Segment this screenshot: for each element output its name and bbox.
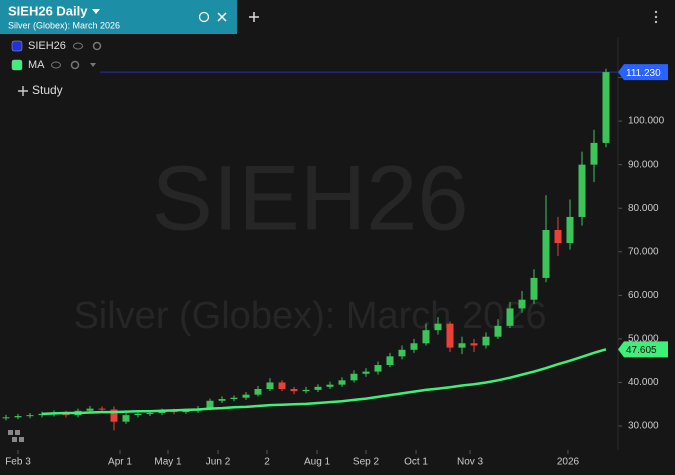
candle-body: [470, 343, 478, 346]
candle-body: [146, 412, 154, 414]
candle-body: [314, 386, 322, 390]
tab-close[interactable]: [217, 12, 227, 22]
candle-body: [14, 416, 22, 418]
x-tick-label: Jun 2: [206, 457, 231, 468]
candle-body: [86, 408, 94, 411]
x-tick-label: 2026: [557, 457, 580, 468]
x-tick-label: Nov 3: [457, 457, 484, 468]
x-tick-label: 2: [264, 457, 270, 468]
tab-dropdown[interactable]: [92, 9, 100, 14]
candle-body: [350, 373, 358, 381]
candle-body: [530, 277, 538, 300]
tab-subtitle: Silver (Globex): March 2026: [8, 20, 120, 30]
candle-body: [458, 343, 466, 348]
legend-dropdown[interactable]: [90, 63, 96, 67]
price-badge: [618, 341, 668, 358]
candle-body: [398, 349, 406, 357]
candle-body: [590, 142, 598, 165]
x-tick-label: Oct 1: [404, 457, 428, 468]
candle-body: [218, 399, 226, 401]
candle-body: [110, 409, 118, 422]
y-tick-label: 90.000: [628, 159, 659, 170]
candle-body: [206, 400, 214, 409]
settings-icon[interactable]: [70, 60, 80, 70]
candle-body: [386, 356, 394, 366]
visibility-toggle[interactable]: [51, 61, 61, 69]
candle-body: [362, 371, 370, 374]
visibility-toggle[interactable]: [73, 42, 83, 50]
new-tab[interactable]: [249, 12, 259, 22]
candle-body: [278, 382, 286, 390]
legend: SIEH26 MA: [11, 40, 102, 71]
logo: [8, 430, 24, 442]
plot: [2, 68, 622, 454]
y-tick-label: 40.000: [628, 377, 659, 388]
study-plus[interactable]: [18, 86, 28, 96]
y-tick-label: 70.000: [628, 246, 659, 257]
price-badge-label: 47.605: [626, 345, 657, 356]
settings-icon[interactable]: [92, 41, 102, 51]
y-tick-label: 100.000: [628, 116, 665, 127]
y-tick-label: 50.000: [628, 334, 659, 345]
price-badge-label: 111.230: [626, 68, 661, 79]
candle-body: [566, 216, 574, 244]
x-tick-label: Apr 1: [108, 457, 132, 468]
candle-body: [494, 325, 502, 337]
x-tick-label: May 1: [154, 457, 182, 468]
legend-label: SIEH26: [28, 40, 66, 52]
candle-body: [434, 323, 442, 331]
legend-swatch: [11, 59, 23, 71]
tab-link-icon[interactable]: [198, 11, 210, 23]
candle-body: [578, 164, 586, 217]
candle-body: [134, 413, 142, 416]
candle-body: [230, 397, 238, 400]
legend-label: MA: [28, 59, 45, 71]
candle-body: [182, 410, 190, 413]
watermark-symbol: SIEH26: [151, 147, 468, 249]
candle-body: [554, 229, 562, 244]
candle-body: [290, 389, 298, 392]
study-button[interactable]: Study: [32, 83, 63, 97]
candle-body: [518, 299, 526, 309]
x-tick-label: Feb 3: [5, 457, 31, 468]
candle-body: [410, 343, 418, 350]
chart-tab[interactable]: [0, 0, 237, 34]
x-tick-label: Sep 2: [353, 457, 380, 468]
tab-title: SIEH26 Daily: [8, 3, 88, 18]
ma-line: [41, 348, 607, 416]
candle-body: [374, 365, 382, 372]
candle-body: [26, 415, 34, 417]
menu-dots[interactable]: [654, 10, 658, 24]
candle-body: [98, 408, 106, 410]
x-tick-label: Aug 1: [304, 457, 331, 468]
candle-body: [338, 380, 346, 385]
y-tick-label: 30.000: [628, 421, 659, 432]
candle-body: [122, 415, 130, 422]
candle-body: [302, 389, 310, 392]
candle-body: [482, 336, 490, 346]
candle-body: [542, 229, 550, 278]
legend-swatch: [11, 40, 23, 52]
candle-body: [446, 323, 454, 348]
candle-body: [506, 308, 514, 326]
candle-body: [242, 394, 250, 398]
price-badge: [618, 64, 668, 81]
candle-body: [254, 389, 262, 395]
candle-body: [422, 330, 430, 344]
y-tick-label: 60.000: [628, 290, 659, 301]
watermark-description: Silver (Globex): March 2026: [73, 295, 546, 337]
candle-body: [602, 72, 610, 143]
candle-body: [326, 384, 334, 387]
candle-body: [2, 417, 10, 419]
candle-body: [266, 382, 274, 390]
y-tick-label: 80.000: [628, 203, 659, 214]
candle-body: [38, 413, 46, 416]
